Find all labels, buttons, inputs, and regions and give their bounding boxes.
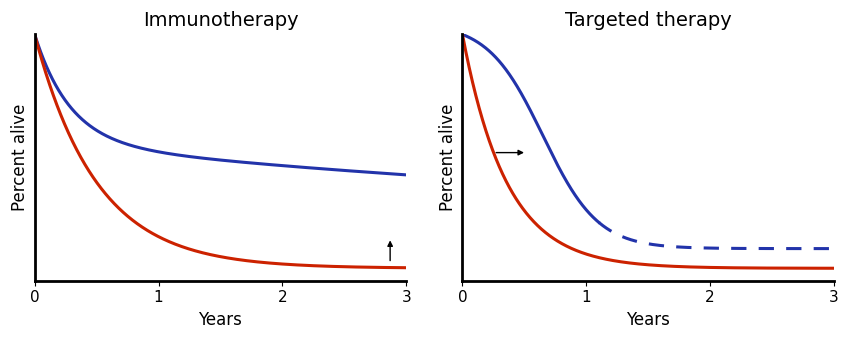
Y-axis label: Percent alive: Percent alive <box>11 104 29 211</box>
Title: Immunotherapy: Immunotherapy <box>143 11 298 30</box>
X-axis label: Years: Years <box>626 311 670 329</box>
Title: Targeted therapy: Targeted therapy <box>565 11 732 30</box>
X-axis label: Years: Years <box>199 311 242 329</box>
Y-axis label: Percent alive: Percent alive <box>439 104 457 211</box>
